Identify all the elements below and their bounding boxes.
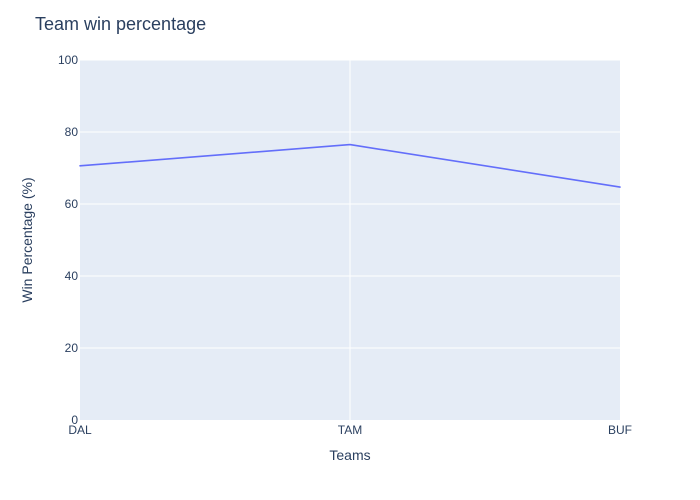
y-tick-label: 0 [71,413,78,427]
chart-title: Team win percentage [35,14,206,34]
y-tick-label: 80 [65,125,79,139]
x-axis-title: Teams [329,447,370,463]
x-tick-label: DAL [68,423,92,437]
x-tick-labels: DAL TAM BUF [68,423,632,437]
y-tick-label: 20 [65,341,79,355]
y-tick-label: 100 [58,53,78,67]
x-tick-label: TAM [338,423,362,437]
y-tick-label: 40 [65,269,79,283]
series-layer [79,143,621,188]
y-tick-label: 60 [65,197,79,211]
y-tick-labels: 0 20 40 60 80 100 [58,53,78,427]
x-tick-label: BUF [608,423,632,437]
y-axis-title: Win Percentage (%) [19,177,35,302]
